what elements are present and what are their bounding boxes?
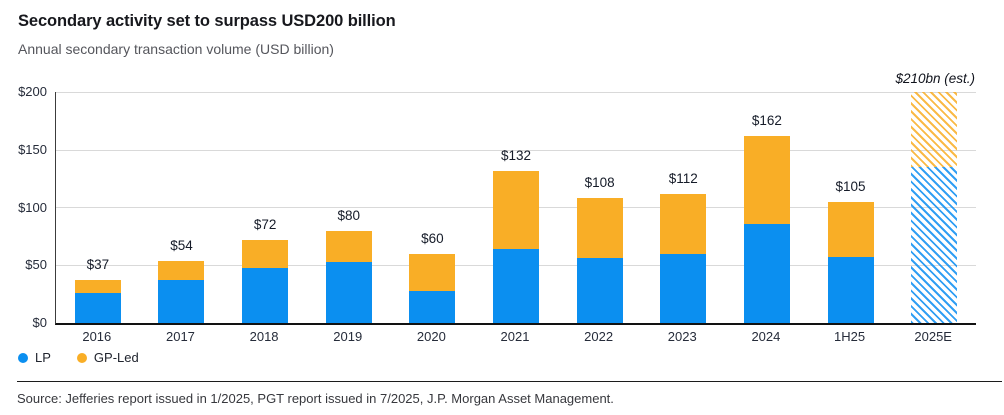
gridline-200 <box>56 92 976 93</box>
bar-2021-lp <box>493 249 539 323</box>
bar-2018-gp-led <box>242 239 289 268</box>
bar-2023-gp-led <box>660 193 707 254</box>
y-tick-label: $200 <box>18 84 47 99</box>
legend-dot-lp-icon <box>18 352 28 363</box>
bar-2024-gp-led <box>743 135 790 224</box>
page-title: Secondary activity set to surpass USD200… <box>18 12 396 30</box>
bar-2025E-gp-led <box>911 92 958 168</box>
bar-1H25-gp-led <box>827 201 874 258</box>
bar-2018-lp <box>242 267 289 323</box>
x-tick-label-2020: 2020 <box>416 329 446 344</box>
x-tick-label-1H25: 1H25 <box>833 329 866 344</box>
bar-2019-gp-led <box>325 230 372 262</box>
bar-2017-gp-led <box>158 260 205 281</box>
chart-subtitle: Annual secondary transaction volume (USD… <box>18 41 334 57</box>
bar-value-label-2022: $108 <box>584 175 615 191</box>
bar-2024-lp <box>743 223 790 323</box>
x-tick-label-2016: 2016 <box>82 329 112 344</box>
legend-dot-gp-led-icon <box>76 352 87 363</box>
legend-label: GP-Led <box>93 350 139 365</box>
y-tick-label: $50 <box>25 257 47 273</box>
bar-1H25-lp <box>827 257 874 323</box>
bar-2022-lp <box>576 258 623 323</box>
bar-value-label-2020: $60 <box>421 230 444 246</box>
estimate-label: $210bn (est.) <box>895 71 975 86</box>
bar-2017-lp <box>158 280 205 323</box>
bar-value-label-2018: $72 <box>253 216 277 232</box>
y-tick-label: $0 <box>32 315 47 330</box>
source-text: Source: Jefferies report issued in 1/202… <box>17 391 614 406</box>
bar-2020-gp-led <box>409 253 456 291</box>
x-tick-label-2025E: 2025E <box>914 329 952 344</box>
bar-value-label-2019: $80 <box>337 207 360 223</box>
bar-value-label-2017: $54 <box>170 237 193 253</box>
legend: LP GP-Led <box>18 350 139 365</box>
bar-2020-lp <box>409 290 456 323</box>
bar-2016-gp-led <box>74 280 121 293</box>
y-tick-label: $150 <box>18 141 47 157</box>
bar-value-label-2016: $37 <box>86 257 110 273</box>
bar-value-label-2021: $132 <box>500 147 532 163</box>
legend-item-lp: LP <box>18 350 51 365</box>
bar-value-label-1H25: $105 <box>835 178 866 194</box>
bar-2016-lp <box>74 292 121 323</box>
bar-2019-lp <box>325 261 372 323</box>
bar-value-label-2024: $162 <box>751 112 782 128</box>
footer-divider <box>17 381 1002 382</box>
legend-item-gp-led: GP-Led <box>76 350 139 365</box>
x-tick-label-2023: 2023 <box>667 329 697 344</box>
legend-label: LP <box>35 350 51 365</box>
gridline-150 <box>56 150 976 151</box>
bar-2023-lp <box>660 253 707 323</box>
bar-value-label-2023: $112 <box>668 170 698 186</box>
bar-2021-gp-led <box>493 170 539 250</box>
x-tick-label-2024: 2024 <box>751 329 781 344</box>
x-tick-label-2018: 2018 <box>249 329 279 344</box>
y-tick-label: $100 <box>18 199 47 215</box>
x-tick-label-2019: 2019 <box>333 329 363 344</box>
x-tick-label-2022: 2022 <box>584 329 614 344</box>
x-tick-label-2017: 2017 <box>165 329 195 344</box>
plot-area: $37 $54 $72 $80 $60 $132 $108 $112 $162 $105 <box>55 92 976 325</box>
bar-2025E-lp <box>911 167 958 323</box>
bar-2022-gp-led <box>576 198 623 259</box>
x-tick-label-2021: 2021 <box>500 329 530 344</box>
